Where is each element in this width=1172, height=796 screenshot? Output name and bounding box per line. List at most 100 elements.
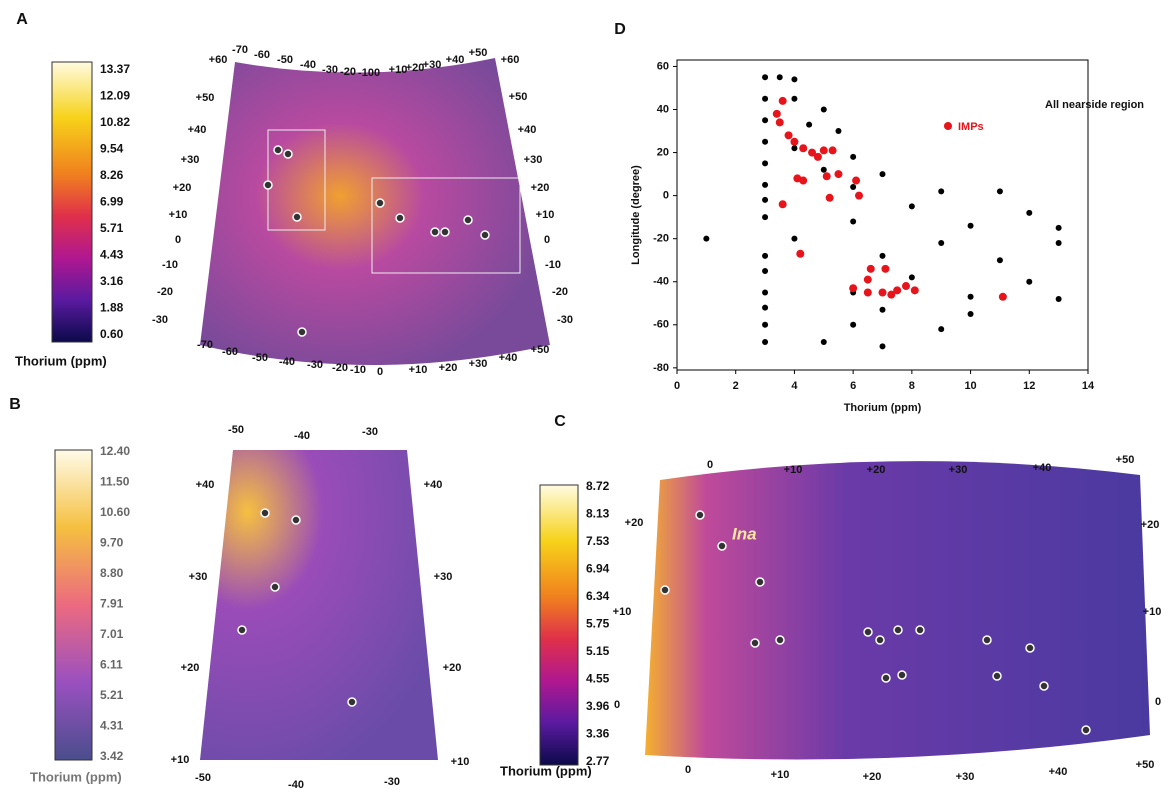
grid-label: -20 xyxy=(340,66,356,78)
colorbar-label: 1.88 xyxy=(100,301,124,315)
grid-label: +40 xyxy=(424,479,443,491)
grid-label: +50 xyxy=(531,344,550,356)
grid-label: -50 xyxy=(277,54,293,66)
grid-label: +50 xyxy=(1116,454,1135,466)
legend-label: IMPs xyxy=(958,121,984,133)
colorbar-label: 7.91 xyxy=(100,597,124,611)
grid-label: +10 xyxy=(451,756,470,768)
point xyxy=(967,222,974,229)
grid-label: +30 xyxy=(949,464,968,476)
point xyxy=(849,284,858,293)
grid-label: +20 xyxy=(625,517,644,529)
x-tick-label: 12 xyxy=(1023,380,1035,392)
point xyxy=(863,288,872,297)
grid-label: -30 xyxy=(362,426,378,438)
grid-label: +10 xyxy=(171,754,190,766)
point xyxy=(822,172,831,181)
colorbar-label: 3.16 xyxy=(100,274,124,288)
y-tick-label: -20 xyxy=(653,233,669,245)
y-tick-label: -60 xyxy=(653,319,669,331)
colorbar-label: 9.70 xyxy=(100,536,124,550)
colorbar-label: 3.42 xyxy=(100,749,124,763)
grid-label: -10 xyxy=(358,67,374,79)
point xyxy=(775,118,784,127)
grid-label: -60 xyxy=(222,346,238,358)
colorbar-label: 8.72 xyxy=(586,479,610,493)
colorbar-title: Thorium (ppm) xyxy=(30,769,122,784)
grid-label: 0 xyxy=(544,234,550,246)
point xyxy=(938,188,945,195)
grid-label: 0 xyxy=(175,234,181,246)
region-box xyxy=(267,129,326,231)
point xyxy=(852,176,861,185)
point xyxy=(835,128,842,135)
grid-label: +50 xyxy=(1136,759,1155,771)
grid-label: +30 xyxy=(434,571,453,583)
colorbar-label: 6.11 xyxy=(100,658,123,672)
point xyxy=(825,193,834,202)
grid-label: +40 xyxy=(1033,462,1052,474)
point xyxy=(762,214,769,221)
point xyxy=(820,106,827,113)
map-b xyxy=(200,450,438,760)
grid-label: +40 xyxy=(446,54,465,66)
point xyxy=(762,181,769,188)
grid-label: -50 xyxy=(252,352,268,364)
colorbar-label: 5.21 xyxy=(100,688,124,702)
grid-label: +30 xyxy=(181,154,200,166)
x-tick-label: 14 xyxy=(1082,380,1095,392)
point xyxy=(893,286,902,295)
colorbar-title: Thorium (ppm) xyxy=(500,763,592,778)
point xyxy=(820,339,827,346)
y-axis-label: Longitude (degree) xyxy=(630,165,642,265)
point xyxy=(791,235,798,242)
point xyxy=(799,176,808,185)
point xyxy=(908,274,915,281)
grid-label: -60 xyxy=(254,49,270,61)
point xyxy=(791,76,798,83)
grid-label: +50 xyxy=(509,91,528,103)
plot-frame xyxy=(676,59,1089,371)
grid-label: 0 xyxy=(374,67,380,79)
grid-label: +60 xyxy=(209,54,228,66)
point xyxy=(806,121,813,128)
grid-label: 0 xyxy=(685,764,691,776)
point xyxy=(762,267,769,274)
colorbar-label: 10.60 xyxy=(100,505,130,519)
point xyxy=(1055,295,1062,302)
grid-label: +40 xyxy=(1049,766,1068,778)
grid-label: +20 xyxy=(181,662,200,674)
colorbar-label: 7.01 xyxy=(100,627,124,641)
grid-label: +30 xyxy=(423,59,442,71)
point xyxy=(703,235,710,242)
label: B xyxy=(9,396,21,413)
x-tick-label: 4 xyxy=(791,380,798,392)
point xyxy=(778,96,787,105)
point xyxy=(834,170,843,179)
point xyxy=(762,138,769,145)
point xyxy=(762,304,769,311)
point xyxy=(762,289,769,296)
grid-label: +20 xyxy=(406,62,425,74)
grid-label: +30 xyxy=(189,571,208,583)
point xyxy=(901,282,910,291)
colorbar-label: 7.53 xyxy=(586,534,610,548)
point xyxy=(1026,278,1033,285)
colorbar-label: 10.82 xyxy=(100,115,130,129)
point xyxy=(863,275,872,284)
x-tick-label: 6 xyxy=(850,380,856,392)
colorbar-label: 5.71 xyxy=(100,221,124,235)
point xyxy=(762,95,769,102)
grid-label: +40 xyxy=(196,479,215,491)
colorbar xyxy=(54,449,93,761)
grid-label: -30 xyxy=(307,359,323,371)
point xyxy=(796,249,805,258)
grid-label: -10 xyxy=(545,259,561,271)
x-tick-label: 10 xyxy=(964,380,976,392)
grid-label: +10 xyxy=(784,464,803,476)
grid-label: +10 xyxy=(1143,606,1162,618)
point xyxy=(879,252,886,259)
colorbar-label: 4.55 xyxy=(586,672,610,686)
grid-label: +50 xyxy=(196,92,215,104)
